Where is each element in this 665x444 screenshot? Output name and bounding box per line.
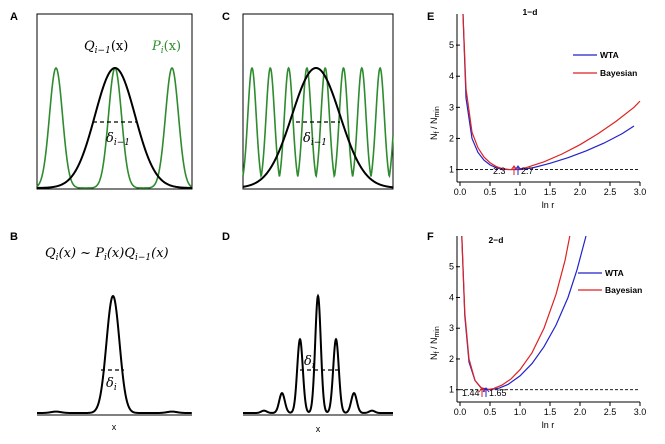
panel-b-delta-label: δi	[106, 376, 117, 393]
panel-label-f: F	[427, 231, 434, 243]
panel-e-title: 1−d	[523, 7, 538, 17]
panel-a-green-curve	[36, 67, 193, 189]
panel-c: δi−1	[242, 13, 394, 190]
panel-f-title: 2−d	[489, 235, 504, 245]
panel-f-ylabel: Nf / Nmin	[429, 326, 441, 360]
panel-f-arrow-blue	[482, 387, 490, 397]
f-xtick-label: 0.5	[484, 407, 497, 417]
e-xtick-label: 0.5	[484, 187, 497, 197]
panel-d-delta-label: δi	[304, 354, 315, 371]
panel-e-xlabel: ln r	[542, 200, 555, 210]
panel-f-chart: 2−d 0.0 0.5 1.0 1.5 2.0 2.5 3.0 1 2 3 4 5 ln r Nf /…	[429, 235, 646, 430]
e-ytick-label: 2	[449, 133, 454, 143]
e-xtick-label: 3.0	[634, 187, 647, 197]
f-ytick-label: 5	[449, 262, 454, 272]
panel-f-annot-left: 1.44	[462, 388, 480, 398]
panel-b-equation: Qi(x) ~ Pi(x)Qi−1(x)	[45, 246, 169, 263]
panel-e-annot-right: 2.7	[521, 166, 534, 176]
panel-e-ylabel: Nf / Nmin	[429, 106, 441, 140]
f-xtick-label: 2.0	[574, 407, 587, 417]
panel-label-e: E	[427, 11, 434, 23]
e-xtick-label: 1.5	[544, 187, 557, 197]
panel-label-c: C	[222, 11, 230, 23]
panel-e-arrow-blue	[514, 165, 522, 175]
panel-e-legend-bayesian: Bayesian	[600, 68, 637, 78]
panel-a-frame	[36, 13, 193, 190]
panel-a-delta-label: δi−1	[106, 131, 130, 148]
panel-c-black-curve	[242, 66, 394, 189]
panel-e-series-bayesian	[462, 13, 641, 171]
panel-label-a: A	[10, 11, 18, 23]
e-xtick-label: 2.5	[604, 187, 617, 197]
f-xtick-label: 3.0	[634, 407, 647, 417]
panel-d-black-curve	[243, 293, 393, 414]
e-ytick-label: 3	[449, 102, 454, 112]
panel-label-d: D	[222, 231, 230, 243]
e-xtick-label: 2.0	[574, 187, 587, 197]
panel-e-arrow-red	[510, 165, 518, 175]
f-xtick-label: 2.5	[604, 407, 617, 417]
panel-b: Qi(x) ~ Pi(x)Qi−1(x) δi x	[37, 246, 192, 432]
panel-b-black-curve	[37, 294, 192, 414]
f-ytick-label: 4	[449, 292, 454, 302]
f-xtick-label: 1.0	[514, 407, 527, 417]
f-ytick-label: 3	[449, 323, 454, 333]
panel-a-q-label: Qi−1(x)	[84, 39, 128, 56]
panel-f-annot-right: 1.65	[489, 388, 507, 398]
e-xtick-label: 0.0	[454, 187, 467, 197]
panel-a-black-curve	[36, 66, 193, 189]
f-xtick-label: 0.0	[454, 407, 467, 417]
panel-c-delta-label: δi−1	[303, 131, 327, 148]
panel-b-xlabel: x	[112, 422, 117, 432]
panel-a: Qi−1(x) Pi(x) δi−1	[36, 13, 193, 190]
panel-d: δi x	[243, 293, 393, 434]
panel-d-xlabel: x	[316, 424, 321, 434]
f-ytick-label: 1	[449, 385, 454, 395]
panel-label-b: B	[10, 231, 18, 243]
f-ytick-label: 2	[449, 354, 454, 364]
panel-f-legend-bayesian: Bayesian	[605, 285, 642, 295]
panel-e-chart: 1−d 0.0 0.5 1.0 1.5 2.0 2.5 3.0 1 2 3 4 5 ln r Nf /…	[429, 7, 646, 210]
panel-f-legend-wta: WTA	[605, 268, 624, 278]
panel-f-series-wta	[461, 235, 587, 391]
panel-c-frame	[242, 13, 394, 190]
panel-f-xlabel: ln r	[542, 420, 555, 430]
e-ytick-label: 1	[449, 165, 454, 175]
panel-e-series-wta	[462, 13, 635, 171]
e-ytick-label: 4	[449, 71, 454, 81]
panel-e-legend-wta: WTA	[600, 50, 619, 60]
panel-a-p-label: Pi(x)	[151, 39, 181, 56]
e-xtick-label: 1.0	[514, 187, 527, 197]
panel-c-green-curve	[242, 66, 394, 179]
panel-e-annot-left: 2.3	[493, 166, 506, 176]
f-xtick-label: 1.5	[544, 407, 557, 417]
panel-f-series-bayesian	[461, 235, 571, 391]
e-ytick-label: 5	[449, 40, 454, 50]
